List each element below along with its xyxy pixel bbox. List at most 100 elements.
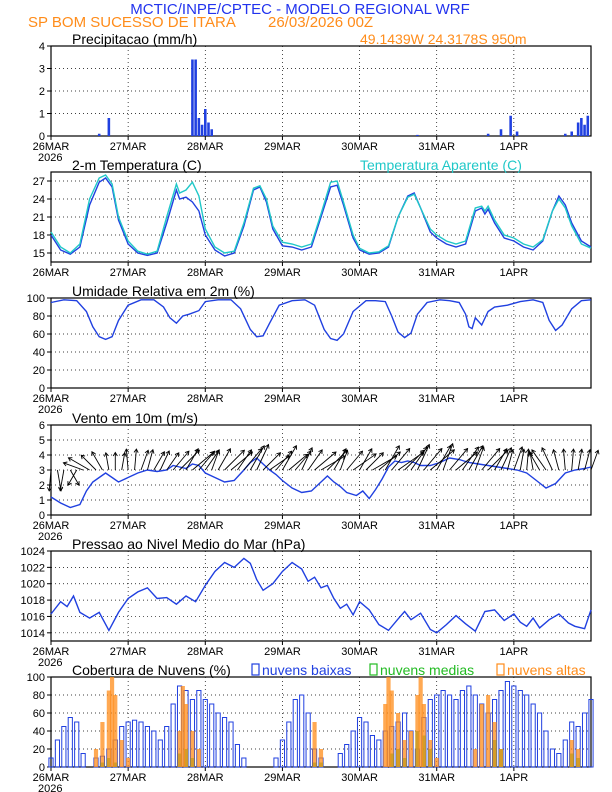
x-tick-label: 29MAR [264,393,301,405]
cloud-bar-blue [350,730,356,768]
cloud-bar-blue [305,712,311,768]
wind-arrow [494,448,508,471]
cloud-bar-blue [556,753,562,768]
cloud-bar-blue [517,690,523,768]
wind-arrow [91,451,103,471]
wind-arrow [69,469,80,486]
wind-arrow [159,450,171,471]
wind-arrow-head [215,449,221,455]
wind-arrow-head [174,452,180,457]
cloud-bar-blue [61,726,67,768]
wind-arrow-shaft [481,448,501,471]
cloud-bar-blue [131,719,138,768]
wind-arrow-head [541,447,546,452]
legend-swatch-blue [251,663,260,676]
wind-arrow-head [184,450,190,456]
wind-arrow-shaft [134,449,137,471]
legend-label-blue: nuvens baixas [262,662,352,678]
y-tick-label: 20 [33,744,45,756]
panel-precip: Precipitacao (mm/h) 0 1 2 3 4 26MAR 27MAR 28MAR 2… [33,31,592,164]
cloud-bar-orange [312,722,317,767]
wind-arrow-shaft [282,445,297,471]
y-tick-label: 18 [33,230,45,242]
wind-arrow-shaft [365,452,384,471]
wind-arrow [124,448,130,471]
wind-arrow-shaft [571,449,574,471]
cloud-bar-orange [386,677,391,767]
wind-arrow-head [495,447,501,453]
y-tick-label: 60 [33,708,45,720]
cloud-bar-blue [466,685,472,768]
wind-arrow [577,448,584,471]
wind-arrow-shaft [327,449,348,471]
cloud-bar-blue [292,699,298,768]
wind-arrow-shaft [249,445,265,471]
cloud-bar-blue [446,694,453,768]
x-tick-label: 30MAR [341,141,378,153]
wind-arrow [307,449,323,471]
wind-arrow-shaft [68,457,90,471]
wind-arrow [256,443,270,471]
wind-arrow-head [67,481,72,486]
x-tick-label: 26MAR [33,267,70,279]
wind-arrow [551,448,560,471]
y-tick-label: 24 [33,194,45,206]
wind-arrow [590,449,600,471]
wind-arrow-head [260,445,265,450]
cloud-bar-blue [138,721,144,768]
wind-arrow-head [308,447,313,452]
wind-arrow-head [80,454,86,460]
year-label: 2026 [38,404,62,416]
wind-arrow-head [449,442,454,448]
x-tick-label: 30MAR [341,267,378,279]
wind-arrow [528,451,540,471]
y-tick-label: 21 [33,212,45,224]
wind-arrow-head [358,450,364,456]
wind-arrow [314,451,337,471]
series-line-blue [50,177,592,257]
wind-arrow-shaft [552,449,560,471]
cloud-bar-orange [119,740,124,767]
x-tick-label: 29MAR [264,141,301,153]
cloud-bar-orange [126,758,131,767]
year-label: 2026 [38,531,62,543]
wind-arrow [103,451,110,471]
wind-arrow-shaft [529,452,534,471]
wind-arrow-shaft [404,449,425,471]
wind-arrow-shaft [153,451,165,471]
y-tick-label: 1020 [21,579,45,591]
precip-bar [509,115,512,136]
wind-arrow-head [292,445,297,450]
y-tick-label: 60 [33,329,45,341]
y-tick-label: 4 [39,41,45,53]
panel-title: Umidade Relativa em 2m (%) [72,283,255,299]
wind-arrow-head [396,451,401,457]
series-line-blue [50,457,592,509]
legend-label-orange: nuvens altas [507,662,586,678]
wind-arrow-shaft [519,449,525,471]
wind-arrow-shaft [462,446,479,471]
y-tick-label: 5 [39,435,45,447]
wind-arrow [339,449,349,471]
wind-arrow-shaft [192,451,215,471]
wind-arrow-shaft [590,450,599,471]
y-tick-label: 1 [39,495,45,507]
cloud-bar-blue [202,699,208,768]
y-tick-label: 40 [33,347,45,359]
wind-arrow [282,445,297,471]
wind-arrow-head [578,448,584,454]
cloud-bar-blue [221,717,228,768]
series-line-blue [50,299,592,342]
wind-arrow-head [91,451,96,456]
y-tick-label: 6 [39,420,45,432]
cloud-bar-blue [228,721,234,768]
wind-arrow [80,454,97,471]
cloud-bar-orange [421,704,426,767]
x-tick-label: 30MAR [341,646,378,658]
wind-arrow [58,469,65,492]
cloud-bar-blue [54,739,61,768]
cloud-bar-blue [363,721,369,768]
wind-arrow-shaft [121,452,126,471]
cloud-bar-blue [279,739,286,768]
wind-arrow-head [75,481,80,486]
